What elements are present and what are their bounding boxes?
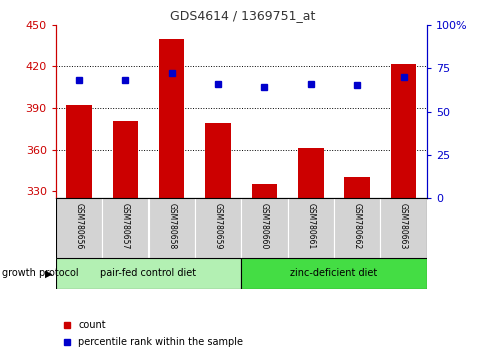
Bar (66, 105, 91, 198)
Text: GDS4614 / 1369751_at: GDS4614 / 1369751_at (169, 9, 315, 22)
Bar (159, 39, 184, 198)
Bar (56, 258, 241, 289)
Bar (344, 177, 369, 198)
Text: GSM780658: GSM780658 (167, 203, 176, 249)
Text: ▶: ▶ (45, 268, 52, 279)
Text: zinc-deficient diet: zinc-deficient diet (290, 268, 377, 279)
Text: count: count (78, 320, 106, 330)
Text: GSM780662: GSM780662 (352, 203, 361, 249)
Bar (390, 64, 415, 198)
Bar (287, 198, 333, 258)
Text: growth protocol: growth protocol (2, 268, 79, 279)
Bar (102, 198, 148, 258)
Text: GSM780661: GSM780661 (306, 203, 315, 249)
Text: percentile rank within the sample: percentile rank within the sample (78, 337, 242, 347)
Text: GSM780663: GSM780663 (398, 203, 407, 250)
Bar (195, 198, 241, 258)
Bar (56, 198, 102, 258)
Bar (379, 198, 426, 258)
Bar (298, 148, 323, 198)
Text: GSM780656: GSM780656 (75, 203, 83, 250)
Text: GSM780660: GSM780660 (259, 203, 269, 250)
Bar (241, 258, 426, 289)
Bar (148, 198, 195, 258)
Bar (241, 198, 287, 258)
Text: GSM780657: GSM780657 (121, 203, 130, 250)
Bar (112, 120, 138, 198)
Text: GSM780659: GSM780659 (213, 203, 222, 250)
Bar (333, 198, 379, 258)
Text: pair-fed control diet: pair-fed control diet (100, 268, 196, 279)
Bar (205, 123, 230, 198)
Bar (251, 184, 277, 198)
